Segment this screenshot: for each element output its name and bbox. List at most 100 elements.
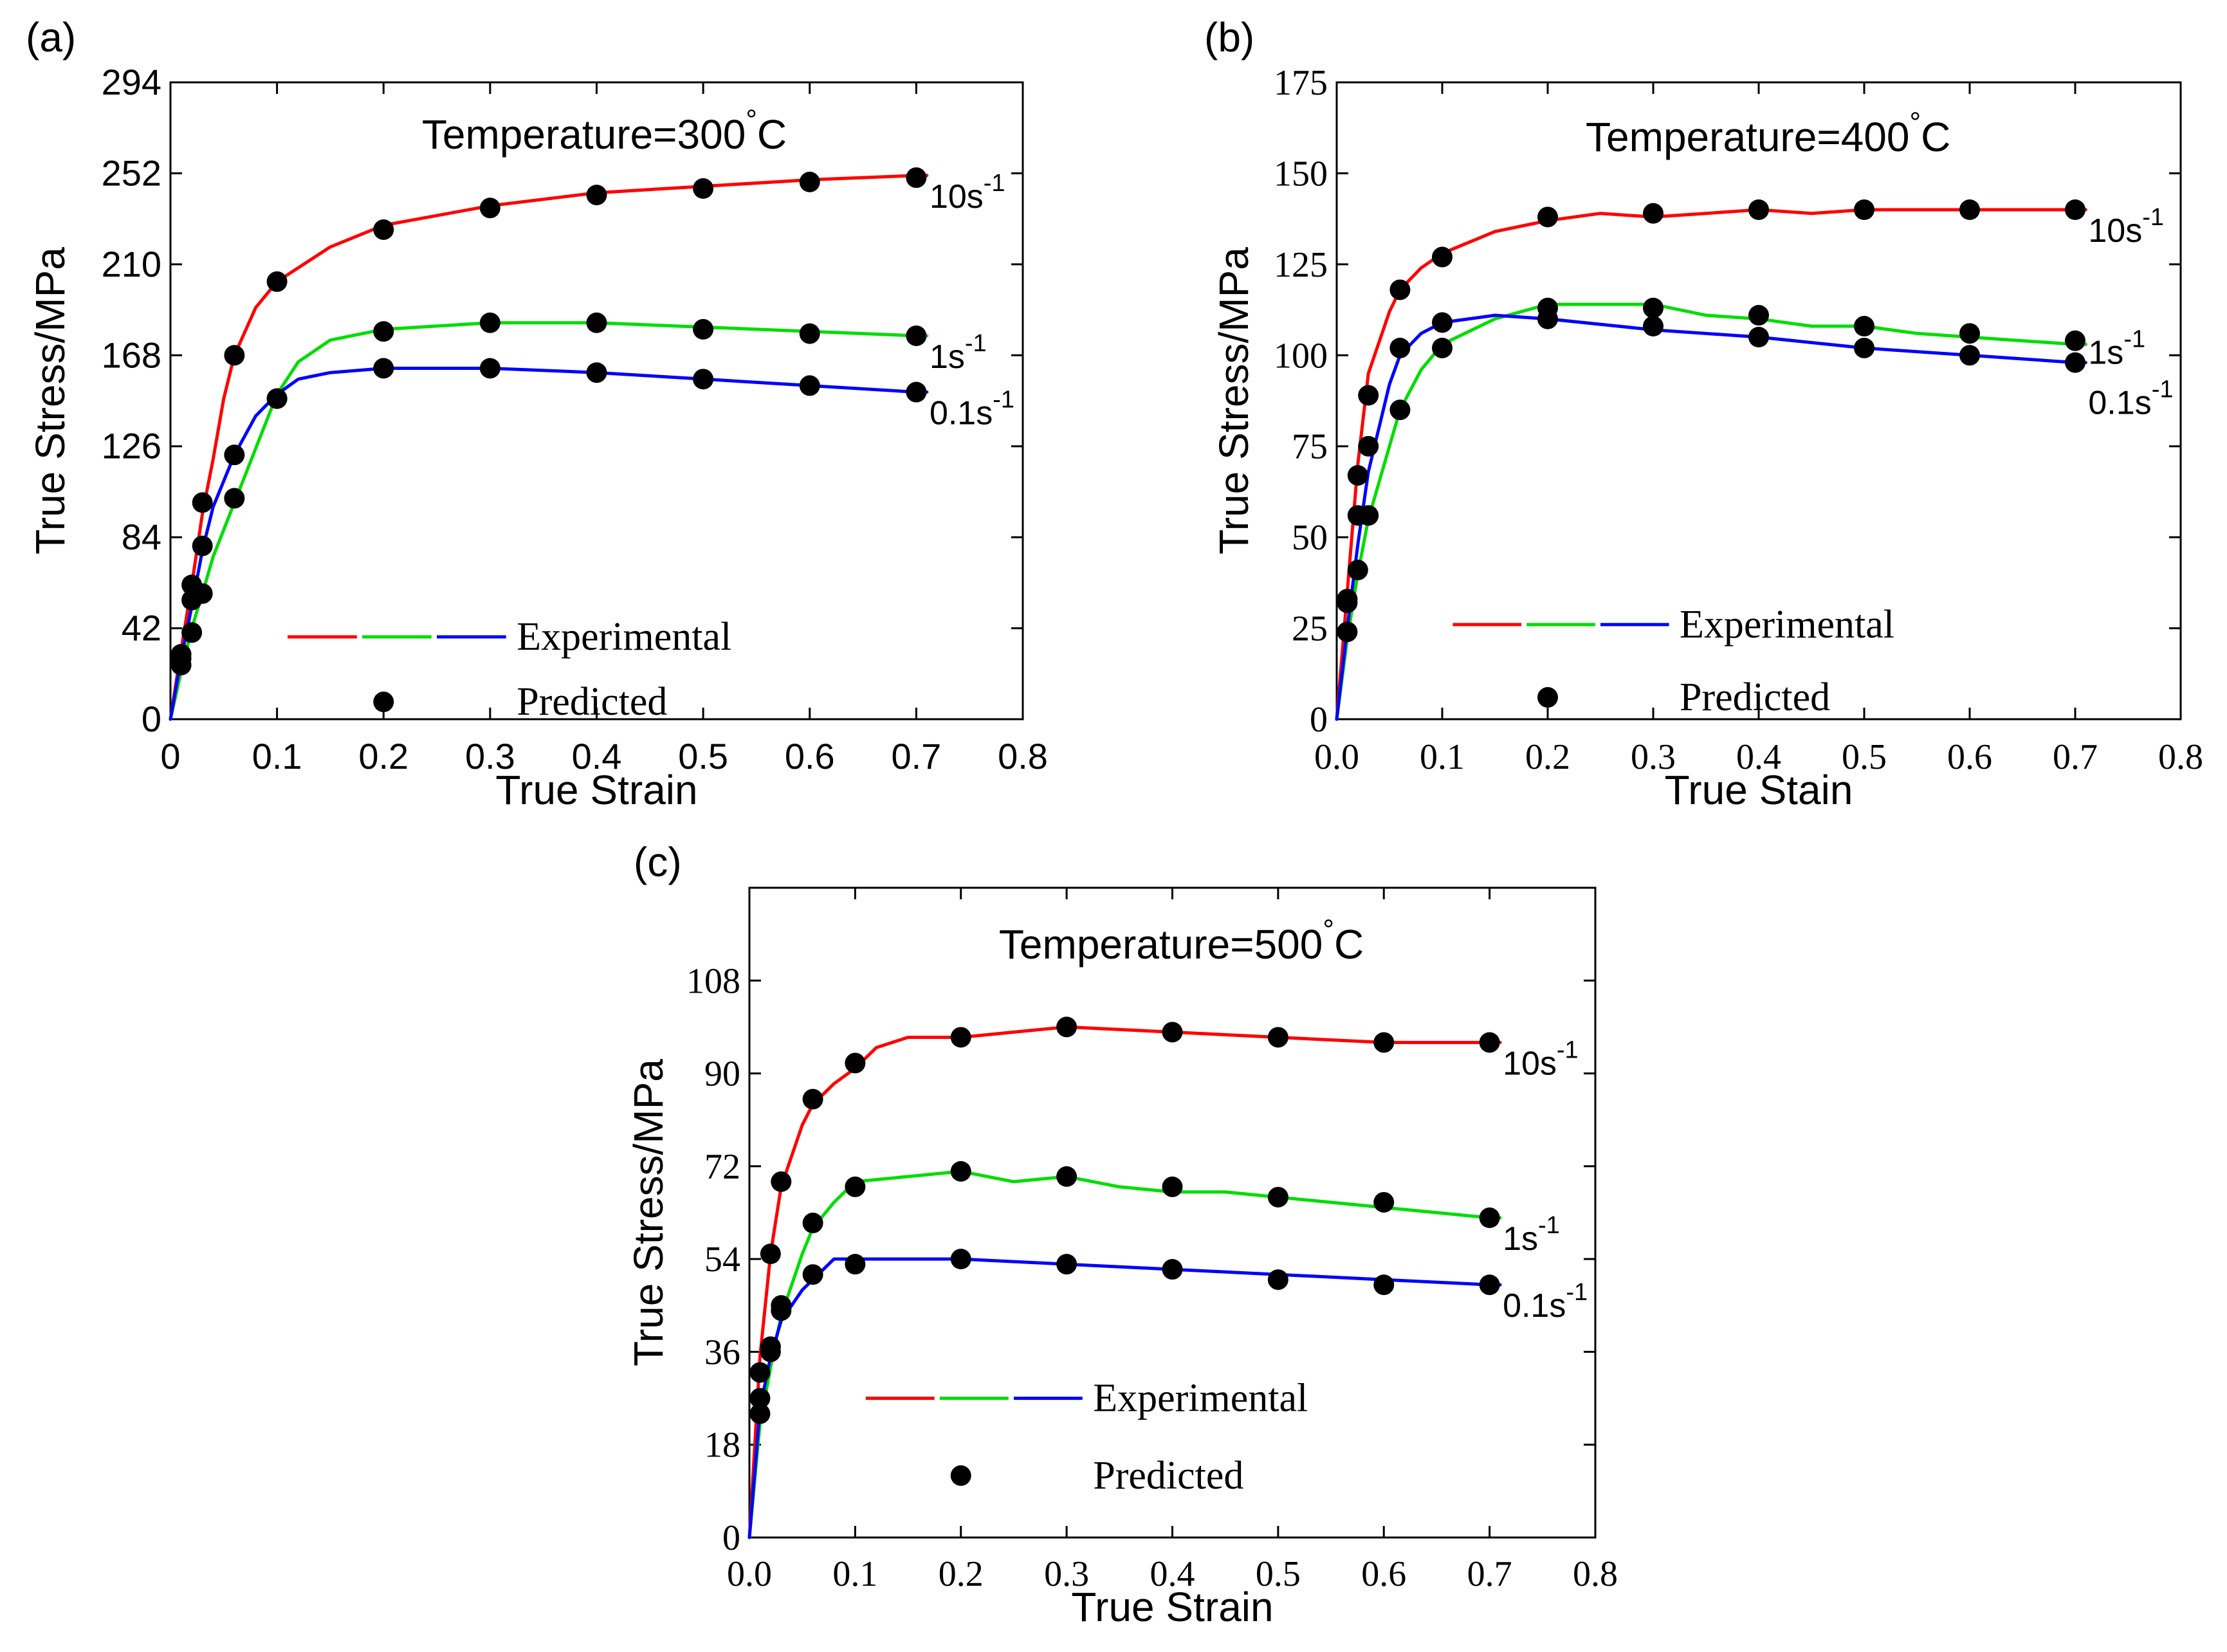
x-tick-label: 0.7 [1467,1554,1512,1594]
y-tick-label: 75 [1292,427,1328,467]
predicted-point-1s-1 [906,325,927,346]
predicted-point-10s-1 [479,197,500,219]
predicted-point-10s-1 [224,345,245,366]
y-tick-label: 150 [1274,154,1328,194]
y-tick-label: 108 [686,961,740,1001]
y-tick-label: 0 [142,699,161,739]
x-tick-label: 0.7 [891,736,941,776]
series-label-main: 1s [2088,334,2123,371]
y-tick-label: 42 [122,608,161,648]
series-label-0p1s-1: 0.1s-1 [930,387,1014,432]
predicted-point-1s-1 [1347,560,1368,581]
series-label-1s-1: 1s-1 [1503,1212,1560,1258]
y-tick-label: 18 [704,1426,740,1465]
predicted-point-1s-1 [1432,337,1453,358]
predicted-point-1s-1 [479,312,500,333]
predicted-point-0p1s-1 [845,1254,866,1275]
y-tick-label: 0 [722,1518,740,1558]
predicted-point-0p1s-1 [693,369,714,390]
legend-marker-swatch [950,1465,971,1486]
y-tick-label: 100 [1274,336,1328,376]
y-axis-label: True Stress/MPa [625,1059,672,1366]
predicted-point-0p1s-1 [950,1249,971,1270]
predicted-point-0p1s-1 [760,1341,781,1363]
predicted-point-0p1s-1 [266,388,288,409]
series-label-10s-1: 10s-1 [2088,204,2164,250]
series-label-sup: -1 [984,170,1005,197]
x-tick-label: 0.1 [252,736,302,776]
predicted-point-10s-1 [845,1052,866,1074]
series-label-main: 10s [2088,212,2142,250]
series-label-sup: -1 [1566,1279,1588,1306]
x-tick-label: 0.8 [2158,737,2203,777]
x-tick-label: 0.8 [998,736,1048,776]
predicted-point-10s-1 [1959,199,1980,220]
y-tick-label: 90 [704,1054,740,1094]
predicted-point-1s-1 [802,1213,823,1234]
predicted-point-1s-1 [749,1403,771,1424]
series-label-main: 10s [930,178,984,216]
experimental-line-1s-1 [1335,302,2087,721]
predicted-point-0p1s-1 [1537,308,1558,329]
predicted-point-0p1s-1 [1748,327,1769,347]
x-tick-label: 0.3 [465,736,515,776]
y-tick-label: 54 [704,1240,740,1280]
y-tick-label: 175 [1274,63,1328,103]
predicted-point-1s-1 [1267,1186,1288,1207]
x-axis-label: True Stain [1665,767,1853,813]
predicted-point-0p1s-1 [749,1388,771,1409]
temperature-annotation: Temperature=500°C [999,914,1364,968]
predicted-point-0p1s-1 [771,1295,792,1316]
y-tick-label: 126 [102,426,161,466]
predicted-point-1s-1 [799,323,820,344]
series-label-sup: -1 [2123,326,2145,353]
legend-experimental-label: Experimental [517,615,731,659]
predicted-point-10s-1 [749,1362,771,1383]
predicted-point-0p1s-1 [1854,337,1874,358]
predicted-point-10s-1 [1748,199,1769,220]
predicted-point-10s-1 [2065,199,2085,220]
series-label-0p1s-1: 0.1s-1 [2088,376,2173,422]
legend: Experimental Predicted [1453,603,1894,719]
x-axis-label: True Strain [1071,1584,1273,1630]
x-tick-label: 0.2 [358,736,408,776]
legend-predicted-label: Predicted [1093,1454,1243,1498]
chart-panel-a: (a) 0 0.1 0.2 0.3 0.4 0.5 0.6 0.7 0.8 0 42 84 126 168 2… [26,14,1048,813]
x-tick-label: 0.6 [785,736,835,776]
predicted-point-10s-1 [1056,1016,1077,1038]
predicted-point-10s-1 [1267,1027,1288,1048]
predicted-point-1s-1 [1389,399,1411,421]
predicted-point-0p1s-1 [192,535,213,556]
y-tick-label: 168 [102,335,161,375]
series-label-1s-1: 1s-1 [2088,326,2145,371]
predicted-point-1s-1 [845,1176,866,1197]
predicted-point-0p1s-1 [1337,592,1358,613]
annotation-unit: C [1334,921,1364,968]
predicted-point-0p1s-1 [1389,337,1411,358]
predicted-point-10s-1 [192,492,213,513]
predicted-point-0p1s-1 [1056,1254,1077,1275]
series-label-main: 10s [1503,1045,1557,1082]
experimental-line-0p1s-1 [1335,313,2087,721]
predicted-point-1s-1 [1959,323,1980,344]
series-label-main: 1s [1503,1220,1538,1258]
predicted-point-0p1s-1 [586,362,607,383]
x-tick-label: 0.5 [1256,1554,1301,1594]
y-tick-label: 50 [1292,518,1328,558]
x-tick-label: 0.4 [572,736,622,776]
legend-marker-swatch [1537,687,1558,708]
y-axis-label: True Stress/MPa [1211,247,1257,555]
series-label-sup: -1 [2142,204,2164,231]
x-tick-label: 0.1 [1420,737,1465,777]
legend-predicted-label: Predicted [517,680,667,724]
predicted-point-0p1s-1 [1643,316,1663,337]
predicted-point-1s-1 [1162,1176,1183,1197]
series-label-sup: -1 [1557,1036,1579,1063]
predicted-point-1s-1 [181,622,203,643]
x-tick-label: 0.4 [1736,737,1781,777]
x-tick-label: 0.3 [1631,737,1676,777]
legend: Experimental Predicted [865,1377,1308,1498]
predicted-point-1s-1 [2065,330,2085,351]
predicted-point-1s-1 [1337,621,1358,643]
predicted-point-10s-1 [693,178,714,199]
